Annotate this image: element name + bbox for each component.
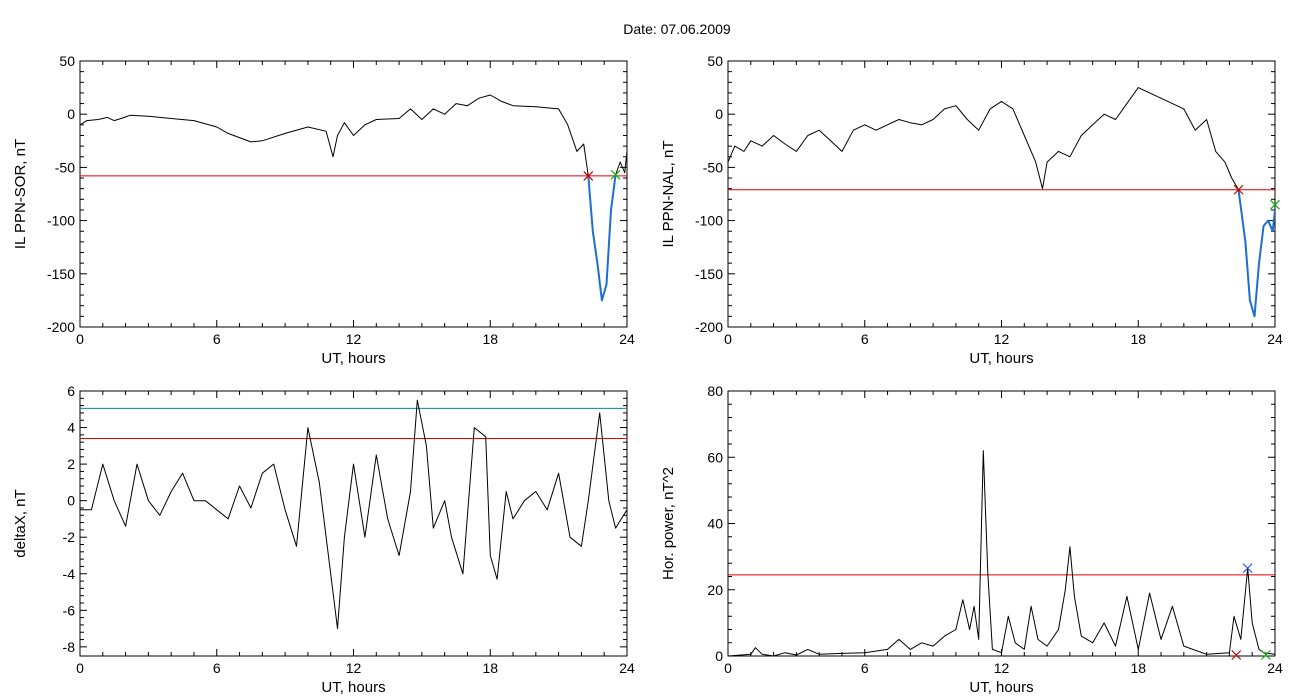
- x-tick-label: 6: [861, 331, 869, 347]
- y-tick-label: -200: [695, 319, 723, 335]
- y-axis-label: IL PPN-NAL, nT: [660, 141, 677, 248]
- x-tick-label: 24: [1267, 331, 1283, 347]
- x-tick-label: 0: [724, 660, 732, 676]
- x-tick-label: 6: [861, 660, 869, 676]
- plot-frame: [79, 60, 628, 328]
- x-tick-label: 24: [1267, 660, 1283, 676]
- y-tick-label: -8: [63, 639, 76, 655]
- x-marker: [1231, 650, 1242, 660]
- highlighted-segment: [1237, 189, 1275, 318]
- y-tick-label: 2: [67, 456, 75, 472]
- plot-area: [728, 450, 1275, 656]
- chart-panel-2: 0 6 12 18 24 -200 -150 -100 -50 0 50 UT, hours IL PP…: [660, 53, 1283, 367]
- y-tick-label: -100: [695, 213, 723, 229]
- plot-frame: [79, 390, 628, 657]
- y-axis-label: deltaX, nT: [12, 489, 29, 557]
- x-tick-label: 6: [213, 660, 221, 676]
- x-axis-label: UT, hours: [969, 679, 1033, 696]
- y-tick-label: 40: [707, 516, 723, 532]
- y-tick-label: -150: [695, 266, 723, 282]
- chart-panel-1: 0 6 12 18 24 -200 -150 -100 -50 0 50 UT, hours IL PP…: [12, 53, 635, 367]
- data-series-line: [80, 399, 627, 630]
- y-tick-label: -50: [55, 159, 75, 175]
- x-tick-label: 18: [482, 331, 498, 347]
- plot-frame: [727, 390, 1276, 657]
- y-tick-label: -100: [47, 213, 75, 229]
- x-axis-label: UT, hours: [969, 350, 1033, 367]
- x-axis-label: UT, hours: [321, 679, 385, 696]
- y-tick-label: 0: [67, 493, 75, 509]
- data-series-line: [80, 94, 627, 301]
- x-tick-label: 0: [76, 331, 84, 347]
- x-tick-label: 12: [346, 660, 362, 676]
- x-tick-label: 6: [213, 331, 221, 347]
- y-tick-label: 0: [715, 648, 723, 664]
- x-tick-label: 0: [76, 660, 84, 676]
- y-tick-label: -150: [47, 266, 75, 282]
- y-tick-label: 60: [707, 449, 723, 465]
- plot-area: [80, 399, 627, 630]
- x-marker: [1242, 563, 1253, 574]
- highlighted-segment: [587, 174, 617, 302]
- plot-area: [80, 94, 627, 302]
- x-tick-label: 0: [724, 331, 732, 347]
- x-marker: [1270, 199, 1280, 210]
- x-tick-label: 24: [619, 331, 635, 347]
- plot-area: [728, 87, 1275, 318]
- data-series-line: [728, 87, 1275, 317]
- y-tick-label: 4: [67, 420, 75, 436]
- x-tick-label: 18: [1130, 331, 1146, 347]
- x-tick-label: 18: [482, 660, 498, 676]
- y-tick-label: -4: [63, 566, 76, 582]
- y-tick-label: 80: [707, 383, 723, 399]
- x-tick-label: 12: [346, 331, 362, 347]
- y-tick-label: 50: [59, 53, 75, 69]
- x-marker: [1233, 184, 1244, 195]
- x-marker: [583, 170, 594, 181]
- y-tick-label: 0: [715, 106, 723, 122]
- y-tick-label: 6: [67, 383, 75, 399]
- x-marker: [1260, 650, 1271, 660]
- x-tick-label: 18: [1130, 660, 1146, 676]
- y-tick-label: 50: [707, 53, 723, 69]
- y-tick-label: -6: [63, 602, 76, 618]
- y-axis-label: Hor. power, nT^2: [660, 467, 677, 580]
- x-tick-label: 24: [619, 660, 635, 676]
- y-tick-label: 20: [707, 582, 723, 598]
- y-tick-label: -50: [703, 159, 723, 175]
- x-tick-label: 12: [994, 660, 1010, 676]
- x-axis-label: UT, hours: [321, 350, 385, 367]
- x-marker: [610, 169, 621, 180]
- y-axis-label: IL PPN-SOR, nT: [12, 139, 29, 249]
- figure-title: Date: 07.06.2009: [623, 21, 731, 37]
- y-tick-label: -2: [63, 529, 76, 545]
- chart-panel-4: 0 6 12 18 24 0 20 40 60 80 UT, hours Hor. power, nT…: [660, 383, 1283, 696]
- data-series-line: [728, 450, 1275, 656]
- y-tick-label: 0: [67, 106, 75, 122]
- y-tick-label: -200: [47, 319, 75, 335]
- x-tick-label: 12: [994, 331, 1010, 347]
